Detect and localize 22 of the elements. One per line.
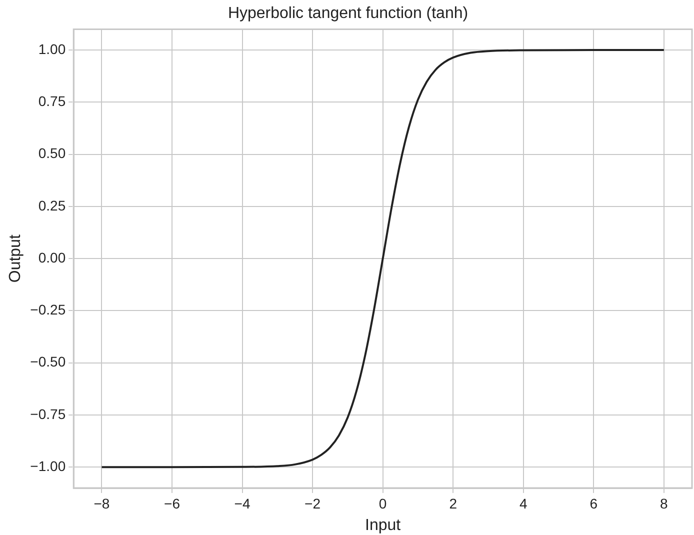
x-tick-label: 0 (378, 495, 387, 512)
y-tick-label: 0.25 (38, 197, 66, 214)
x-tick-label: −2 (304, 495, 321, 512)
y-tick-label: 0.75 (38, 93, 66, 110)
y-axis-title: Output (7, 234, 24, 283)
x-tick-label: 6 (590, 495, 598, 512)
x-tick-label: 8 (660, 495, 668, 512)
y-tick-label: 0.00 (38, 249, 66, 266)
y-tick-label: 0.50 (38, 145, 66, 162)
x-axis-title: Input (365, 516, 402, 534)
chart-title: Hyperbolic tangent function (tanh) (228, 5, 468, 22)
line-series (100, 49, 665, 468)
y-tick-label: 1.00 (38, 40, 66, 57)
y-tick-label: −0.25 (30, 302, 66, 318)
y-tick-label: −1.00 (30, 458, 66, 474)
x-tick-label: −4 (234, 495, 250, 512)
y-tick-label: −0.75 (30, 406, 66, 422)
y-tick-label: −0.50 (30, 354, 66, 370)
x-tick-label: −8 (94, 495, 110, 512)
x-tick-label: 2 (449, 495, 458, 512)
x-tick-label: 4 (519, 495, 528, 512)
x-tick-label: −6 (164, 495, 180, 512)
